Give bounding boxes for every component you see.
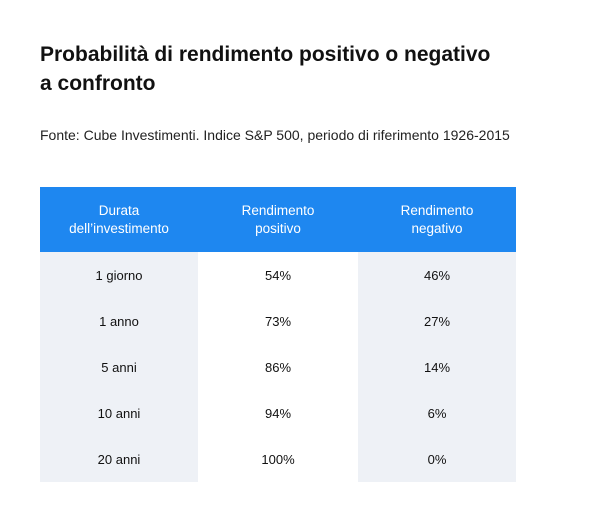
cell-negative: 0% [358, 436, 516, 482]
cell-negative: 46% [358, 252, 516, 298]
cell-positive: 54% [198, 252, 358, 298]
cell-positive: 94% [198, 390, 358, 436]
cell-positive: 86% [198, 344, 358, 390]
header-duration-line-1: Durata [98, 202, 140, 218]
returns-table: Durata dell’investimento Rendimento posi… [40, 187, 516, 482]
header-row: Durata dell’investimento Rendimento posi… [40, 187, 516, 252]
cell-duration: 10 anni [40, 390, 198, 436]
header-duration-line-2: dell’investimento [69, 220, 169, 236]
cell-duration: 20 anni [40, 436, 198, 482]
table-row: 1 anno 73% 27% [40, 298, 516, 344]
table-row: 10 anni 94% 6% [40, 390, 516, 436]
table-row: 1 giorno 54% 46% [40, 252, 516, 298]
cell-duration: 5 anni [40, 344, 198, 390]
header-positive-line-2: positivo [255, 220, 301, 236]
table-row: 20 anni 100% 0% [40, 436, 516, 482]
title-line-1: Probabilità di rendimento positivo o neg… [40, 43, 491, 66]
cell-duration: 1 giorno [40, 252, 198, 298]
header-duration: Durata dell’investimento [40, 187, 198, 252]
source-note: Fonte: Cube Investimenti. Indice S&P 500… [40, 127, 510, 143]
header-negative-return: Rendimento negativo [358, 187, 516, 252]
cell-negative: 6% [358, 390, 516, 436]
title-line-2: a confronto [40, 72, 156, 95]
cell-negative: 14% [358, 344, 516, 390]
header-negative-line-1: Rendimento [400, 202, 474, 218]
header-positive-line-1: Rendimento [241, 202, 315, 218]
table-row: 5 anni 86% 14% [40, 344, 516, 390]
table-body: 1 giorno 54% 46% 1 anno 73% 27% 5 anni 8… [40, 252, 516, 482]
page-title: Probabilità di rendimento positivo o neg… [40, 40, 580, 98]
table-header: Durata dell’investimento Rendimento posi… [40, 187, 516, 252]
cell-negative: 27% [358, 298, 516, 344]
header-negative-line-2: negativo [411, 220, 463, 236]
cell-positive: 73% [198, 298, 358, 344]
cell-positive: 100% [198, 436, 358, 482]
cell-duration: 1 anno [40, 298, 198, 344]
header-positive-return: Rendimento positivo [198, 187, 358, 252]
